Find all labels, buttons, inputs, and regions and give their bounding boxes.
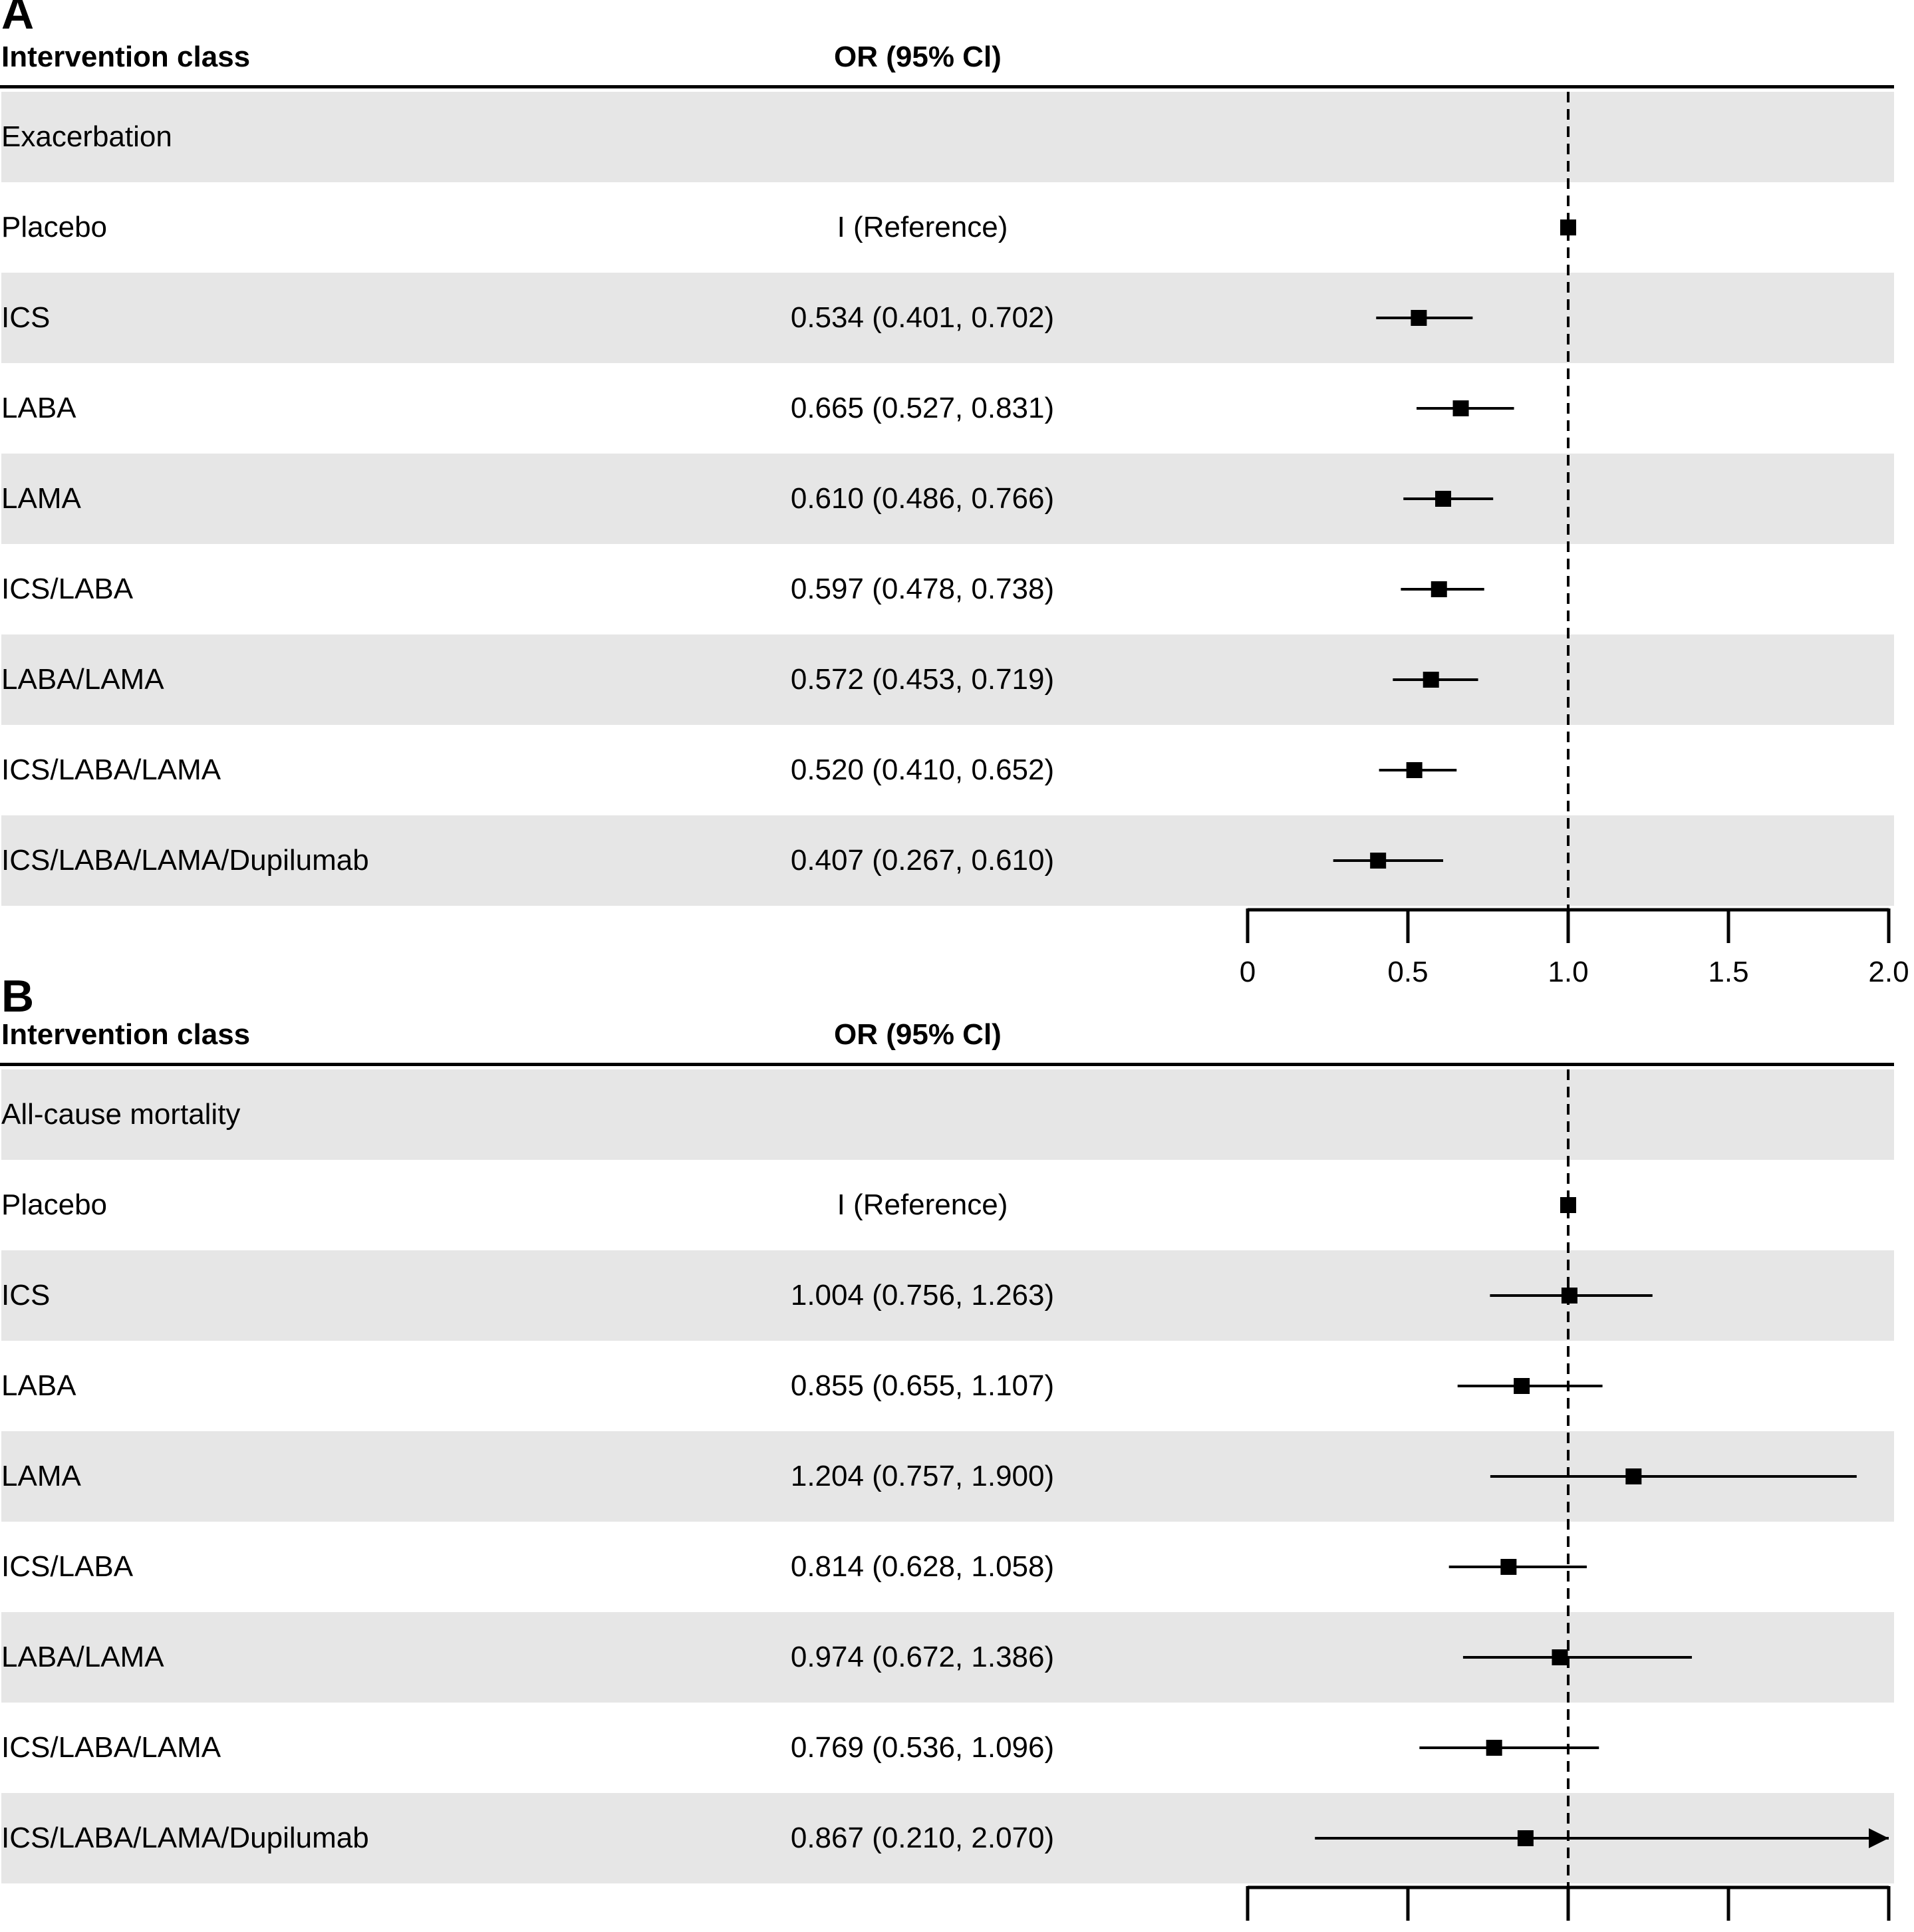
intervention-label: Placebo xyxy=(1,211,108,243)
point-estimate xyxy=(1411,310,1427,326)
or-ci-value: 0.597 (0.478, 0.738) xyxy=(790,573,1055,605)
or-ci-value: 0.855 (0.655, 1.107) xyxy=(790,1369,1055,1402)
point-estimate xyxy=(1431,581,1447,597)
or-ci-value: 0.974 (0.672, 1.386) xyxy=(790,1641,1055,1673)
point-estimate xyxy=(1500,1559,1517,1575)
section-label: All-cause mortality xyxy=(1,1098,241,1131)
panel-label: B xyxy=(1,971,35,1022)
intervention-label: ICS/LABA/LAMA xyxy=(1,754,221,786)
ci-arrow-icon xyxy=(1869,1828,1889,1848)
panel-label: A xyxy=(1,0,35,39)
or-ci-value: 0.407 (0.267, 0.610) xyxy=(790,844,1055,877)
table-row: ICS/LABA/LAMA 0.769 (0.536, 1.096) xyxy=(1,1703,1894,1793)
or-ci-value: 0.572 (0.453, 0.719) xyxy=(790,663,1055,696)
point-estimate xyxy=(1486,1740,1502,1756)
table-row: LAMA 0.610 (0.486, 0.766) xyxy=(1,454,1894,544)
x-tick-label: 1.0 xyxy=(1548,956,1588,988)
x-tick-label: 1.5 xyxy=(1708,956,1748,988)
forest-plot-panel-a: A Intervention class OR (95% Cl) Exacerb… xyxy=(0,0,1914,988)
point-estimate xyxy=(1452,400,1469,416)
intervention-label: LABA xyxy=(1,392,76,424)
table-row: ICS/LABA 0.597 (0.478, 0.738) xyxy=(1,544,1894,634)
point-estimate xyxy=(1435,491,1452,507)
intervention-label: ICS/LABA/LAMA/Dupilumab xyxy=(1,844,369,877)
table-row: ICS/LABA 0.814 (0.628, 1.058) xyxy=(1,1522,1894,1612)
or-ci-value: 0.867 (0.210, 2.070) xyxy=(790,1822,1055,1854)
table-row: LABA 0.665 (0.527, 0.831) xyxy=(1,363,1894,454)
or-ci-value: 0.534 (0.401, 0.702) xyxy=(790,301,1055,334)
point-estimate xyxy=(1561,1288,1577,1304)
table-row: ICS/LABA/LAMA/Dupilumab 0.867 (0.210, 2.0… xyxy=(1,1793,1894,1883)
x-tick-label: 2.0 xyxy=(1868,956,1909,988)
or-ci-value: 0.665 (0.527, 0.831) xyxy=(790,392,1055,424)
intervention-label: LABA/LAMA xyxy=(1,1641,164,1673)
intervention-label: ICS xyxy=(1,1279,51,1311)
intervention-label: LABA xyxy=(1,1369,76,1402)
or-ci-value: 0.814 (0.628, 1.058) xyxy=(790,1550,1055,1583)
or-ci-value: 0.610 (0.486, 0.766) xyxy=(790,482,1055,515)
point-estimate xyxy=(1517,1830,1534,1846)
point-estimate xyxy=(1560,219,1576,235)
point-estimate xyxy=(1406,762,1423,778)
intervention-label: ICS/LABA/LAMA xyxy=(1,1731,221,1764)
intervention-label: LABA/LAMA xyxy=(1,663,164,696)
intervention-label: LAMA xyxy=(1,1460,81,1492)
intervention-label: LAMA xyxy=(1,482,81,515)
intervention-label: Placebo xyxy=(1,1188,108,1221)
intervention-label: ICS xyxy=(1,301,51,334)
or-ci-value: 1.004 (0.756, 1.263) xyxy=(790,1279,1055,1311)
section-row: Exacerbation xyxy=(1,92,1894,182)
header-rule xyxy=(0,1063,1894,1066)
table-row: Placebo I (Reference) xyxy=(1,1160,1894,1250)
forest-plot-b: 00.51.01.52.0 xyxy=(1246,1069,1891,1921)
point-estimate xyxy=(1514,1378,1530,1394)
x-tick-label: 0.5 xyxy=(1387,956,1428,988)
intervention-label: ICS/LABA/LAMA/Dupilumab xyxy=(1,1822,369,1854)
x-tick-label: 0 xyxy=(1240,956,1256,988)
point-estimate xyxy=(1423,672,1439,688)
section-label: Exacerbation xyxy=(1,120,172,153)
or-ci-value: 1.204 (0.757, 1.900) xyxy=(790,1460,1055,1492)
forest-plot-a: 0 0.5 1.0 1.5 2.0 xyxy=(1240,92,1909,988)
or-ci-value: I (Reference) xyxy=(837,1188,1008,1221)
column-header-intervention: Intervention class xyxy=(1,41,251,73)
column-header-or: OR (95% Cl) xyxy=(834,1018,1002,1051)
or-ci-value: 0.769 (0.536, 1.096) xyxy=(790,1731,1055,1764)
header-rule xyxy=(0,85,1894,88)
column-header-or: OR (95% Cl) xyxy=(834,41,1002,73)
intervention-label: ICS/LABA xyxy=(1,573,134,605)
table-row: ICS/LABA/LAMA 0.520 (0.410, 0.652) xyxy=(1,725,1894,815)
column-header-intervention: Intervention class xyxy=(1,1018,251,1051)
section-row: All-cause mortality xyxy=(1,1069,1894,1160)
table-row: LABA 0.855 (0.655, 1.107) xyxy=(1,1341,1894,1431)
point-estimate xyxy=(1560,1197,1576,1213)
table-row: LABA/LAMA 0.572 (0.453, 0.719) xyxy=(1,634,1894,725)
intervention-label: ICS/LABA xyxy=(1,1550,134,1583)
table-row: ICS/LABA/LAMA/Dupilumab 0.407 (0.267, 0.6… xyxy=(1,815,1894,906)
point-estimate xyxy=(1552,1649,1568,1665)
forest-plot-panel-b: B Intervention class OR (95% Cl) All-cau… xyxy=(0,974,1914,1932)
point-estimate xyxy=(1625,1468,1642,1484)
table-row: Placebo I (Reference) xyxy=(1,182,1894,273)
point-estimate xyxy=(1370,853,1387,869)
or-ci-value: I (Reference) xyxy=(837,211,1008,243)
or-ci-value: 0.520 (0.410, 0.652) xyxy=(790,754,1055,786)
table-row: ICS 0.534 (0.401, 0.702) xyxy=(1,273,1894,363)
